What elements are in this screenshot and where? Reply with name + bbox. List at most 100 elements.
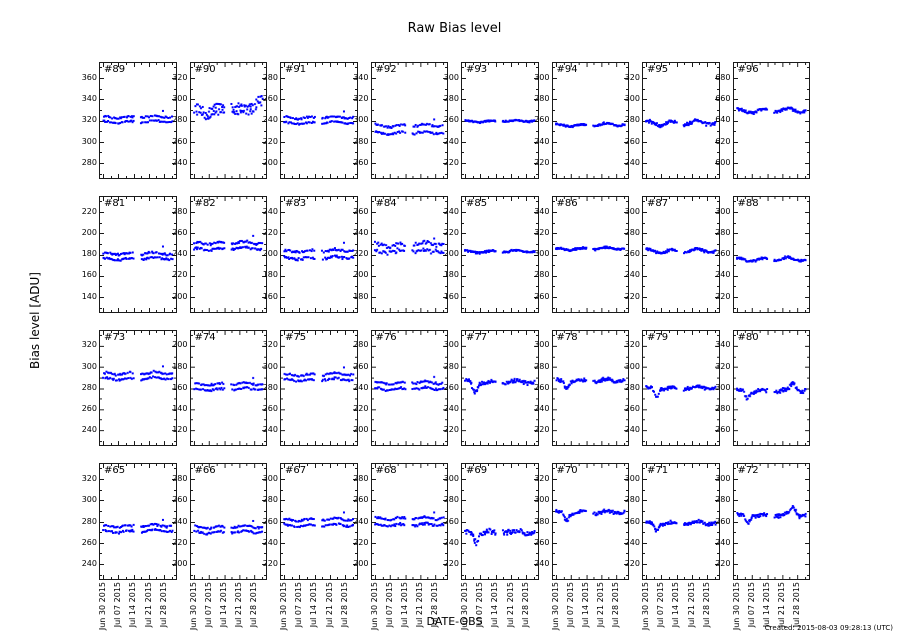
- y-tick-label: 280: [624, 227, 640, 237]
- panel-76: #76 200 220 240 260 280: [353, 329, 448, 447]
- panel-75: #75 240 260 280 300 320: [263, 329, 358, 447]
- y-tick-label: 360: [81, 72, 97, 82]
- y-tick-label: 140: [172, 404, 188, 414]
- panel-label: #89: [104, 64, 126, 75]
- panel-label: #75: [285, 331, 307, 343]
- scatter-canvas: [100, 196, 176, 312]
- panel-label: #72: [737, 465, 759, 477]
- x-tick-label: Jul 28 2015: [701, 582, 711, 628]
- y-tick-label: 240: [443, 537, 459, 547]
- y-tick-label: 200: [81, 227, 97, 237]
- scatter-canvas: [733, 196, 809, 312]
- y-tick-label: 280: [534, 270, 550, 280]
- y-tick-label: 200: [262, 157, 278, 167]
- y-tick-label: 240: [534, 136, 550, 146]
- panel-label: #82: [194, 197, 216, 209]
- panel-88: #88 220 240 260 280 300: [715, 195, 810, 313]
- panel-89: #89 280 300 320 340 360: [82, 62, 177, 179]
- y-tick-label: 280: [172, 115, 188, 125]
- chart-title: Raw Bias level: [407, 21, 502, 36]
- y-tick-label: 340: [534, 206, 550, 216]
- y-tick-label: 240: [443, 136, 459, 146]
- x-tick-label: Jul 21 2015: [777, 582, 787, 628]
- y-tick-label: 220: [715, 559, 731, 569]
- panel-label: #66: [194, 465, 216, 477]
- scatter-canvas: [281, 63, 357, 178]
- panel-85: #85 160 180 200 220 240: [444, 195, 539, 313]
- scatter-canvas: [643, 464, 719, 579]
- panel-65: #65 240 260 280 300 320 Jun 30 2015 Jul 07 2015…: [82, 463, 177, 630]
- y-tick-label: 240: [353, 227, 369, 237]
- panel-label: #67: [285, 465, 307, 477]
- scatter-canvas: [462, 464, 538, 579]
- x-tick-label: Jul 28 2015: [249, 582, 259, 628]
- y-tick-label: 240: [443, 206, 459, 216]
- x-tick-label: Jun 30 2015: [460, 582, 470, 631]
- y-tick-label: 240: [353, 382, 369, 392]
- y-tick-label: 280: [534, 516, 550, 526]
- panel-66: #66 200 220 240 260 280 Jun 30 2015 Jul 07 2015…: [172, 463, 267, 630]
- y-tick-label: 220: [534, 157, 550, 167]
- panel-86: #86 260 280 300 320 340: [534, 195, 629, 313]
- y-tick-label: 200: [262, 249, 278, 259]
- y-tick-label: 260: [715, 516, 731, 526]
- y-tick-label: 300: [624, 206, 640, 216]
- y-tick-label: 240: [715, 270, 731, 280]
- scatter-canvas: [462, 196, 538, 312]
- y-tick-label: 300: [715, 474, 731, 484]
- y-tick-label: 240: [534, 559, 550, 569]
- panels-grid: #89 280 300 320 340 360 #90 240 260 280 300 320 #91 2…: [82, 62, 810, 630]
- y-tick-label: 660: [715, 94, 731, 104]
- panel-69: #69 220 240 260 280 300 Jun 30 2015 Jul 07 2015…: [444, 463, 539, 630]
- y-tick-label: 260: [624, 404, 640, 414]
- x-tick-label: Jun 30 2015: [98, 582, 108, 631]
- y-tick-label: 200: [172, 340, 188, 350]
- y-tick-label: 300: [81, 136, 97, 146]
- x-tick-label: Jul 21 2015: [415, 582, 425, 628]
- y-tick-label: 300: [534, 72, 550, 82]
- y-tick-label: 240: [443, 404, 459, 414]
- y-tick-label: 280: [262, 72, 278, 82]
- panel-label: #81: [104, 197, 126, 209]
- panel-72: #72 220 240 260 280 300 Jun 30 2015 Jul 07 2015…: [715, 463, 810, 630]
- y-tick-label: 220: [443, 425, 459, 435]
- scatter-canvas: [190, 196, 266, 312]
- x-tick-label: Jul 07 2015: [203, 582, 213, 628]
- y-tick-label: 260: [262, 404, 278, 414]
- y-tick-label: 300: [443, 72, 459, 82]
- panel-80: #80 260 280 300 320 340: [715, 329, 810, 447]
- y-tick-label: 180: [262, 270, 278, 280]
- y-tick-label: 280: [534, 94, 550, 104]
- y-tick-label: 220: [353, 249, 369, 259]
- x-tick-label: Jul 07 2015: [565, 582, 575, 628]
- y-tick-label: 320: [624, 72, 640, 82]
- scatter-canvas: [371, 464, 447, 579]
- y-tick-label: 260: [172, 227, 188, 237]
- x-tick-label: Jul 14 2015: [128, 582, 138, 628]
- panel-label: #88: [737, 197, 759, 209]
- y-tick-label: 300: [715, 382, 731, 392]
- scatter-canvas: [281, 464, 357, 579]
- y-tick-label: 300: [624, 474, 640, 484]
- y-tick-label: 260: [443, 516, 459, 526]
- y-tick-label: 300: [624, 94, 640, 104]
- scatter-canvas: [552, 63, 628, 178]
- panel-label: #96: [737, 64, 759, 75]
- scatter-canvas: [371, 330, 447, 446]
- y-tick-label: 240: [624, 425, 640, 435]
- y-tick-label: 300: [534, 495, 550, 505]
- panel-90: #90 240 260 280 300 320: [172, 62, 267, 179]
- x-tick-label: Jul 14 2015: [309, 582, 319, 628]
- y-tick-label: 280: [443, 94, 459, 104]
- scatter-canvas: [733, 330, 809, 446]
- x-tick-label: Jul 14 2015: [671, 582, 681, 628]
- y-axis-label: Bias level [ADU]: [28, 272, 42, 370]
- y-tick-label: 260: [353, 206, 369, 216]
- x-tick-label: Jul 21 2015: [596, 582, 606, 628]
- y-tick-label: 280: [715, 404, 731, 414]
- y-tick-label: 260: [262, 516, 278, 526]
- panel-label: #84: [375, 197, 397, 209]
- y-tick-label: 240: [624, 157, 640, 167]
- panel-83: #83 160 180 200 220 240: [263, 195, 358, 313]
- y-tick-label: 320: [262, 340, 278, 350]
